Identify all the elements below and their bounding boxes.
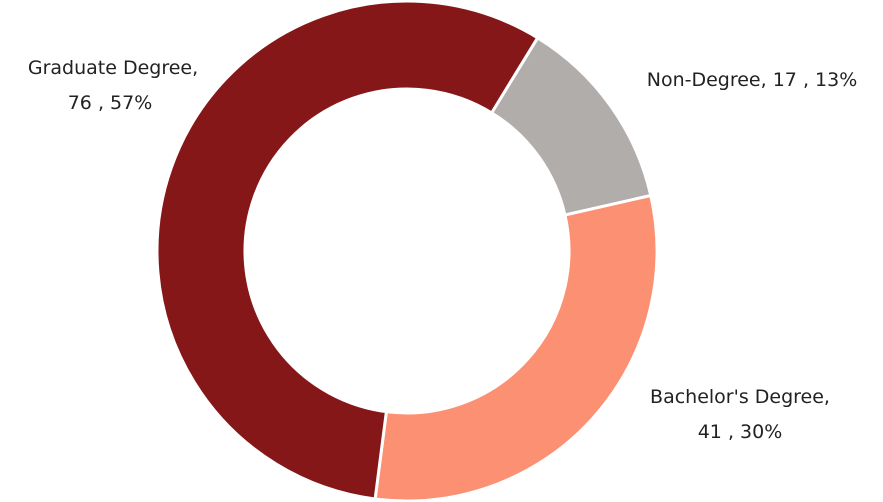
label-name: Non-Degree [647,69,761,91]
donut [155,0,659,502]
label-graduate: Graduate Degree, 76 , 57% [28,57,198,114]
label-percent: 30% [740,421,782,443]
label-name-text: Bachelor's Degree [650,386,824,408]
label-name: Graduate Degree, [28,57,198,79]
label-numbers: 76 , 57% [68,92,153,114]
label-percent: 13% [815,69,857,91]
label-value: 17 [773,69,797,91]
donut-segment [373,193,659,502]
label-numbers: 41 , 30% [698,421,783,443]
donut-segment [155,0,540,501]
label-name: Bachelor's Degree, [650,386,830,408]
label-value: 76 [68,92,92,114]
label-value: 41 [698,421,722,443]
label-bachelor: Bachelor's Degree, 41 , 30% [650,386,830,443]
label-name-text: Graduate Degree [28,57,192,79]
label-percent: 57% [110,92,152,114]
label-non-degree: Non-Degree, 17 , 13% [647,69,858,91]
